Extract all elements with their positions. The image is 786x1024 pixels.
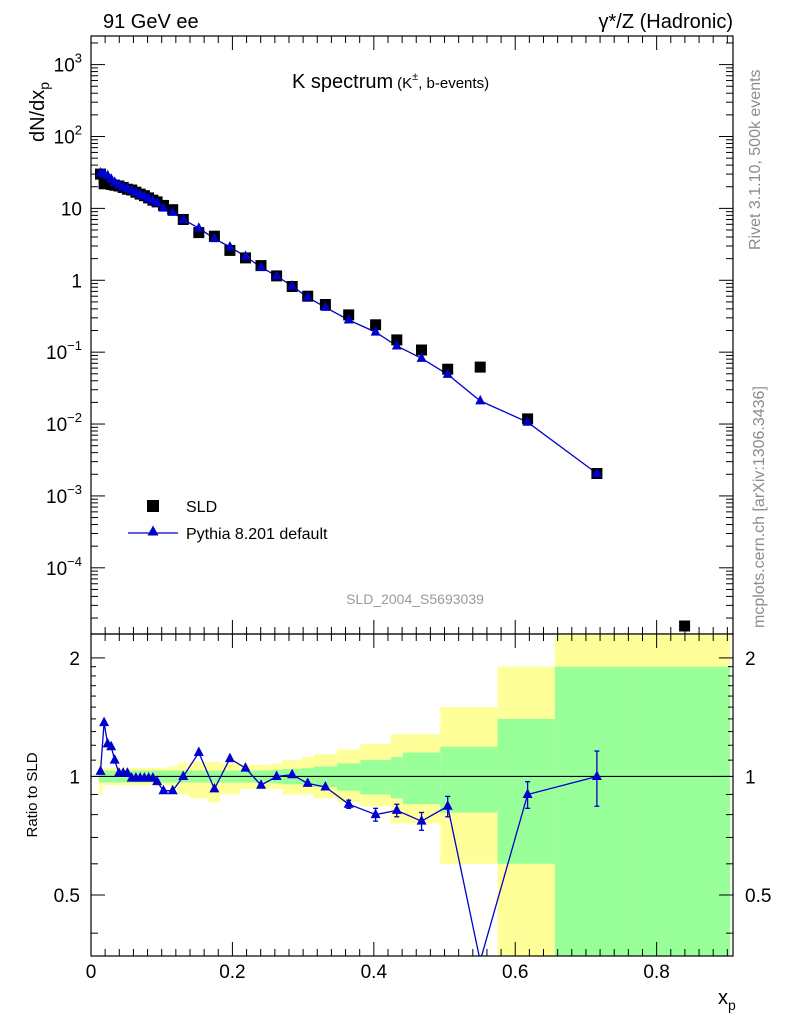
ratio-y-tick-label: 2	[69, 649, 80, 670]
header-right: γ*/Z (Hadronic)	[599, 11, 733, 33]
pythia-point	[256, 261, 267, 271]
ratio-point	[178, 770, 189, 780]
main-y-tick-label: 102	[54, 122, 82, 148]
pythia-point	[391, 339, 402, 350]
sld-point	[679, 620, 691, 632]
pythia-point	[370, 326, 381, 336]
ratio-point	[370, 808, 381, 819]
ratio-y-tick-label-right: 0.5	[745, 886, 771, 907]
ratio-point	[167, 784, 178, 795]
watermark: SLD_2004_S5693039	[346, 591, 484, 607]
x-tick-label: 0	[86, 962, 97, 983]
sld-point	[391, 334, 403, 346]
ratio-point	[522, 788, 533, 798]
pythia-point	[522, 416, 533, 426]
ratio-y-tick-label: 0.5	[54, 886, 80, 907]
pythia-point	[302, 291, 313, 301]
x-tick-label: 0.6	[502, 962, 528, 983]
ratio-point	[152, 775, 163, 786]
main-y-tick-label: 10	[61, 199, 82, 220]
legend-marker-sld	[147, 500, 159, 512]
ratio-point	[122, 767, 133, 777]
ratio-xlabel: xp	[718, 987, 736, 1013]
main-ylabel: dN/dxp	[27, 82, 52, 142]
pythia-point	[193, 222, 204, 232]
x-tick-label: 0.4	[361, 962, 388, 983]
ratio-band-inner	[638, 666, 731, 956]
ratio-point	[416, 815, 427, 825]
legend-label-sld: SLD	[186, 499, 217, 516]
pythia-point	[287, 280, 298, 290]
ratio-point	[209, 782, 220, 793]
ratio-point	[302, 777, 313, 787]
ratio-point	[109, 754, 120, 764]
main-y-tick-label: 10−3	[46, 482, 82, 508]
pythia-point	[167, 206, 178, 216]
pythia-point	[271, 269, 282, 280]
ratio-y-tick-label-right: 1	[745, 767, 756, 788]
legend-marker-pythia	[147, 525, 159, 536]
ratio-band-inner	[402, 752, 441, 805]
ratio-point	[95, 765, 106, 775]
main-y-tick-label: 10−2	[46, 410, 82, 436]
ratio-y-tick-label-right: 2	[745, 649, 756, 670]
pythia-point	[343, 314, 354, 324]
ratio-ylabel: Ratio to SLD	[24, 752, 41, 837]
ratio-point	[224, 752, 235, 763]
ratio-point	[442, 800, 453, 810]
ratio-point	[271, 770, 282, 780]
sld-point	[474, 361, 486, 373]
pythia-point	[152, 196, 163, 207]
sld-point	[193, 227, 205, 239]
ratio-point	[256, 779, 267, 789]
mcplots-label: mcplots.cern.ch [arXiv:1306.3436]	[751, 386, 768, 628]
ratio-band-inner	[390, 757, 403, 799]
pythia-point	[158, 202, 169, 212]
x-tick-label: 0.8	[643, 962, 669, 983]
ratio-point	[99, 716, 110, 727]
ratio-band-inner	[360, 760, 391, 795]
ratio-point	[320, 781, 331, 791]
ratio-point	[343, 798, 354, 808]
x-tick-label: 0.2	[219, 962, 245, 983]
ratio-point	[287, 768, 298, 779]
ratio-point	[240, 762, 251, 772]
ratio-band-inner	[440, 746, 450, 813]
ratio-point	[158, 784, 169, 795]
ratio-frame	[90, 633, 734, 957]
ratio-point	[106, 740, 117, 751]
legend: SLD Pythia 8.201 default	[128, 499, 328, 543]
pythia-point	[178, 213, 189, 224]
header-left: 91 GeV ee	[103, 11, 199, 33]
ratio-point	[193, 746, 204, 757]
ratio-band-inner	[554, 666, 639, 956]
ratio-plot-panel: Ratio to SLD xp 0.5 0.5 1 1 2 2 0 0.2 0.4 0.6 0.8	[24, 633, 771, 1013]
pythia-point	[475, 394, 486, 405]
main-plot-panel: K spectrum (K±, b-events) SLD_2004_S56930…	[27, 35, 734, 635]
pythia-point	[209, 232, 220, 243]
ratio-y-tick-label: 1	[69, 767, 80, 788]
main-title: K spectrum (K±, b-events)	[292, 71, 489, 93]
main-frame	[90, 35, 734, 635]
main-y-tick-label: 10−1	[46, 338, 82, 364]
pythia-point	[416, 352, 427, 362]
main-y-tick-label: 10−4	[46, 554, 82, 580]
legend-label-pythia: Pythia 8.201 default	[186, 526, 328, 543]
sld-point	[416, 344, 427, 356]
sld-point	[370, 319, 382, 331]
pythia-point	[320, 301, 331, 311]
ratio-band-inner	[449, 746, 498, 813]
main-y-tick-label: 1	[71, 271, 82, 292]
pythia-point	[224, 241, 235, 251]
ratio-point	[591, 770, 602, 780]
ratio-point	[391, 804, 402, 814]
rivet-label: Rivet 3.1.10, 500k events	[747, 69, 764, 250]
pythia-point	[591, 467, 602, 478]
pythia-point	[442, 368, 453, 378]
pythia-point	[240, 250, 251, 260]
main-y-tick-label: 103	[54, 51, 82, 77]
